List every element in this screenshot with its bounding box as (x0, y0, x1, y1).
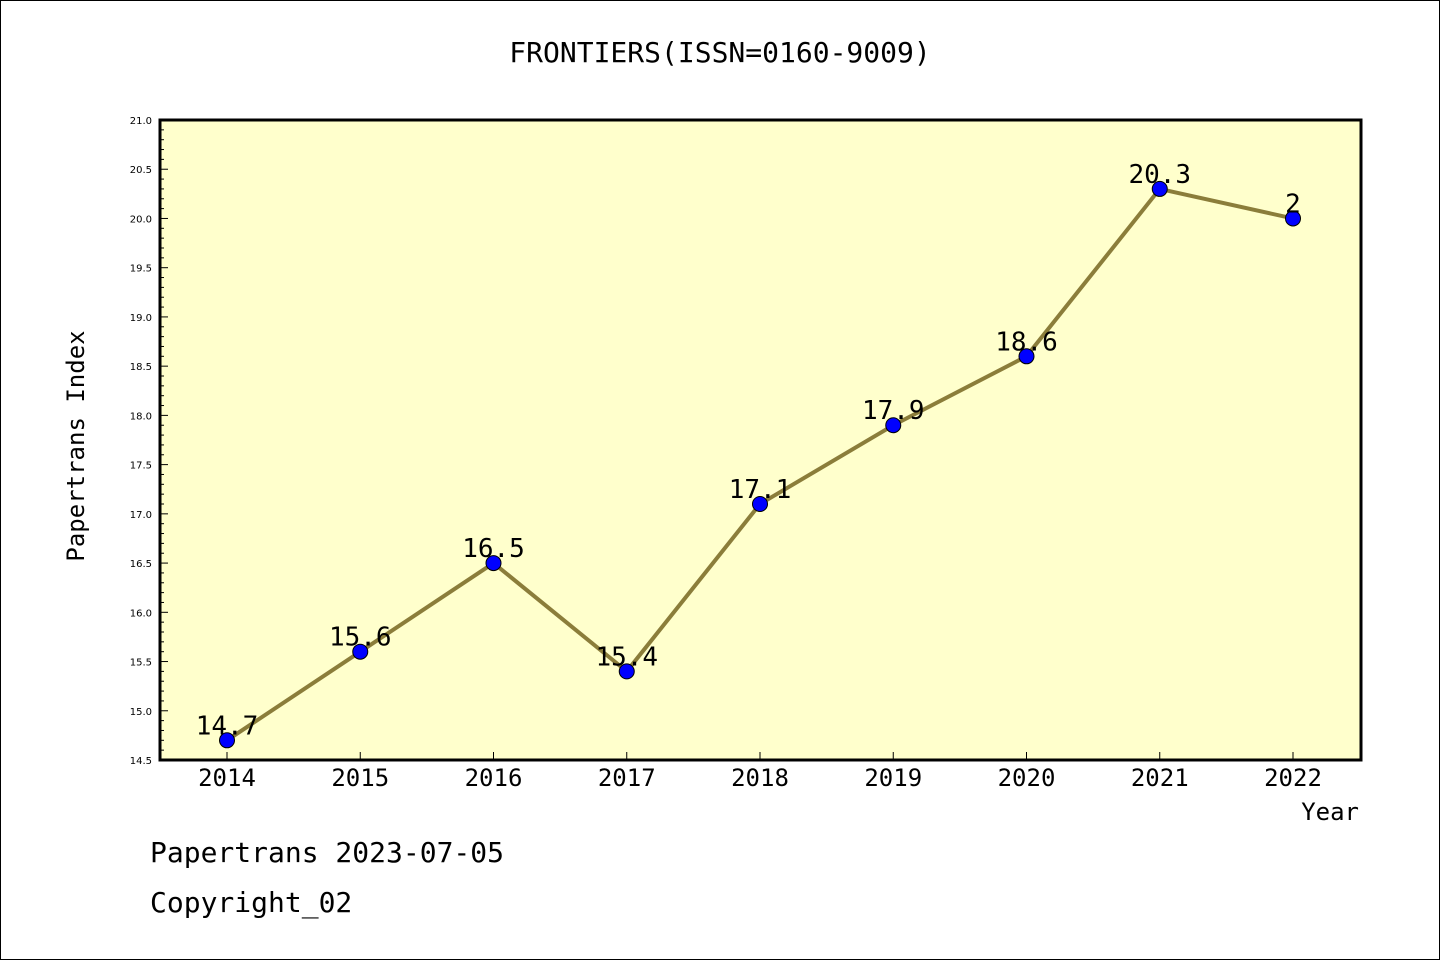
footer-date: Papertrans 2023-07-05 (150, 836, 505, 869)
data-label: 16.5 (462, 534, 525, 564)
series-line (219, 180, 1301, 749)
data-point (1018, 348, 1035, 365)
y-tick-label: 14.5 (130, 756, 152, 767)
data-point (752, 496, 768, 512)
y-tick-label: 15.5 (130, 658, 152, 669)
footer-copyright: Copyright_02 (150, 886, 353, 919)
x-tick-label: 2018 (731, 764, 789, 792)
x-tick-label: 2016 (465, 764, 523, 792)
x-axis: 2014 2015 2016 2017 2018 2019 2020 2021 2022 (198, 752, 1322, 792)
data-point (352, 643, 369, 660)
y-axis: 14.5 15.0 15.5 16.0 16.5 17.0 17.5 18.0 18.5 19.0… (130, 116, 168, 767)
x-axis-label: Year (1301, 798, 1359, 826)
x-tick-label: 2014 (198, 764, 256, 792)
data-label: 18.6 (995, 327, 1058, 357)
data-label: 2 (1285, 189, 1301, 219)
y-tick-label: 18.0 (130, 411, 152, 422)
chart-title: FRONTIERS(ISSN=0160-9009) (509, 36, 931, 69)
y-tick-label: 16.5 (130, 559, 152, 570)
data-label: 17.9 (862, 396, 925, 426)
x-tick-label: 2022 (1264, 764, 1322, 792)
data-label: 15.4 (595, 642, 658, 672)
data-label: 20.3 (1128, 160, 1191, 190)
data-label: 17.1 (729, 475, 792, 505)
y-tick-label: 21.0 (130, 116, 152, 127)
y-tick-label: 18.5 (130, 362, 152, 373)
x-tick-label: 2017 (598, 764, 656, 792)
data-label: 15.6 (329, 623, 392, 653)
data-labels: 14.7 15.6 16.5 15.4 17.1 17.9 18.6 20.3 2 (196, 160, 1301, 741)
y-axis-label: Papertrans Index (62, 330, 90, 561)
y-tick-label: 17.5 (130, 461, 152, 472)
data-point (885, 417, 902, 434)
data-point (485, 555, 502, 572)
y-tick-label: 19.0 (130, 313, 152, 324)
data-label: 14.7 (196, 711, 259, 741)
y-tick-label: 20.0 (130, 214, 152, 225)
y-tick-label: 16.0 (130, 608, 152, 619)
y-tick-label: 15.0 (130, 707, 152, 718)
y-tick-label: 19.5 (130, 264, 152, 275)
x-tick-label: 2015 (331, 764, 389, 792)
y-tick-label: 17.0 (130, 510, 152, 521)
y-tick-label: 20.5 (130, 165, 152, 176)
data-point (219, 732, 235, 749)
x-tick-label: 2021 (1131, 764, 1189, 792)
data-point (618, 663, 635, 680)
data-point (1285, 210, 1301, 227)
data-point (1151, 180, 1168, 197)
x-tick-label: 2019 (864, 764, 922, 792)
x-tick-label: 2020 (998, 764, 1056, 792)
